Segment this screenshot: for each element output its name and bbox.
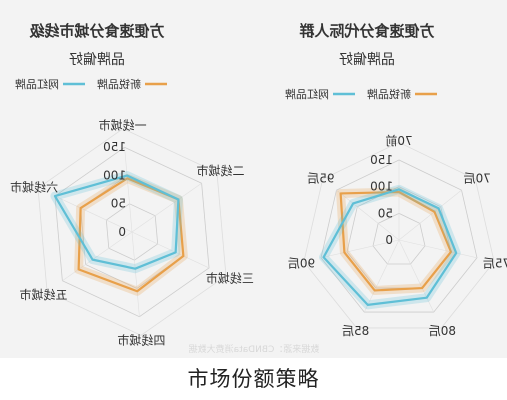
axis-spoke [131, 231, 210, 269]
tick-label: 50 [111, 197, 126, 211]
axis-spoke [398, 189, 462, 241]
page-caption: 市场份额策略 [0, 358, 507, 400]
axis-label: 六线城市 [10, 179, 58, 194]
axis-label: 80后 [429, 324, 456, 338]
axis-label: 五线城市 [20, 287, 68, 302]
legend-label: 新锐品牌 [97, 77, 141, 91]
chart-title: 方便速食分代际人群 [299, 22, 434, 40]
axis-label: 70前 [385, 133, 412, 148]
axis-label: 95后 [307, 172, 334, 186]
axis-spoke [54, 195, 133, 233]
series-line [322, 188, 458, 306]
tick-label: 150 [103, 140, 126, 154]
axis-spoke [131, 231, 140, 317]
grid-ring [372, 212, 426, 265]
axis-label: 二线城市 [196, 163, 244, 178]
axis-label: 四线城市 [117, 333, 165, 348]
axis-label: 三线城市 [206, 271, 254, 286]
outer-ring [303, 141, 495, 329]
axis-spoke [398, 239, 478, 259]
chart-subtitle: 品牌偏好 [69, 51, 125, 68]
chart-title: 方便速食分城市线级 [29, 22, 165, 40]
axis-label: 75后 [483, 256, 507, 270]
legend-label: 网红品牌 [285, 87, 329, 101]
legend-label: 新锐品牌 [367, 87, 411, 101]
axis-spoke [336, 189, 400, 241]
tick-label: 150 [370, 153, 393, 167]
series-line [339, 190, 453, 292]
axis-spoke [131, 183, 202, 233]
grid-ring [320, 159, 478, 313]
axis-spoke [124, 147, 133, 233]
tick-label: 100 [103, 168, 126, 182]
chart-subtitle: 品牌偏好 [339, 51, 395, 68]
tick-label: 50 [378, 206, 393, 220]
tick-label: 0 [385, 233, 393, 247]
axis-spoke [62, 231, 133, 281]
axis-spoke [364, 239, 400, 313]
tick-label: 100 [370, 180, 393, 194]
axis-label: 90后 [288, 256, 315, 270]
axis-spoke [320, 239, 400, 259]
axis-label: 70后 [464, 172, 491, 186]
chart-figure: 方便速食分城市线级 品牌偏好 新锐品牌 网红品牌 0 50 100 150 一线城市 六线城市 五线… [0, 0, 507, 360]
grid-ring [346, 186, 452, 289]
legend-label: 网红品牌 [15, 77, 59, 91]
axis-label: 85后 [342, 324, 369, 338]
series-line [53, 174, 180, 270]
tick-label: 0 [118, 225, 126, 239]
source-note: 数据来源：CBNData消费大数据 [189, 343, 320, 355]
outer-ring [37, 128, 227, 336]
axis-label: 一线城市 [99, 117, 147, 132]
mirrored-chart-canvas: 方便速食分城市线级品牌偏好新锐品牌网红品牌050100150一线城市六线城市五线… [10, 22, 507, 355]
axis-spoke [398, 239, 434, 313]
